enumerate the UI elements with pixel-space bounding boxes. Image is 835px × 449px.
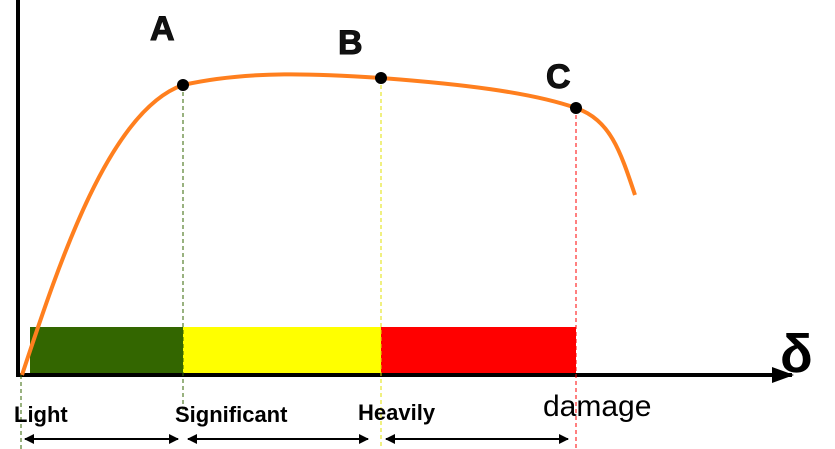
- curve: [20, 72, 637, 376]
- point-label: B: [338, 24, 363, 62]
- point: [177, 79, 189, 91]
- heavy-band: [381, 327, 576, 373]
- zone-label: Light: [14, 402, 68, 427]
- zone-label: Heavily: [358, 400, 436, 425]
- light-band: [30, 327, 183, 373]
- axis-label: δ: [780, 324, 813, 384]
- point-label: A: [150, 10, 175, 48]
- point: [375, 72, 387, 84]
- zone-label: Significant: [175, 402, 288, 427]
- point-label: C: [546, 58, 571, 96]
- point: [570, 102, 582, 114]
- significant-band: [183, 327, 381, 373]
- zone-label: damage: [543, 390, 651, 423]
